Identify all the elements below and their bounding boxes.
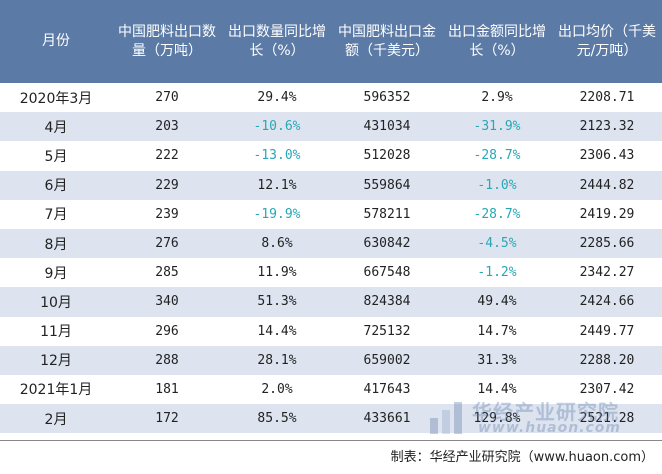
cell-export-value: 725132 (363, 323, 411, 339)
cell-month: 9月 (44, 265, 68, 282)
cell-export-volume: 203 (155, 119, 179, 135)
cell-volume-yoy: 8.6% (261, 236, 293, 252)
cell-avg-price: 2123.32 (579, 119, 635, 135)
cell-volume-yoy: 11.9% (257, 265, 297, 281)
cell-export-volume: 270 (155, 90, 179, 106)
cell-export-value: 417643 (363, 381, 411, 397)
table-row: 9月 285 11.9% 667548 -1.2% 2342.27 (0, 258, 662, 288)
cell-export-value: 667548 (363, 265, 411, 281)
cell-value-yoy: -4.5% (477, 236, 517, 252)
cell-export-volume: 296 (155, 323, 179, 339)
cell-avg-price: 2342.27 (579, 265, 635, 281)
table-row: 6月 229 12.1% 559864 -1.0% 2444.82 (0, 170, 662, 200)
cell-export-value: 578211 (363, 206, 411, 222)
cell-volume-yoy: 29.4% (257, 90, 297, 106)
cell-export-volume: 276 (155, 236, 179, 252)
cell-volume-yoy: 12.1% (257, 177, 297, 193)
cell-volume-yoy: -19.9% (253, 206, 301, 222)
cell-export-volume: 172 (155, 411, 179, 427)
cell-avg-price: 2306.43 (579, 148, 635, 164)
cell-volume-yoy: 2.0% (261, 381, 293, 397)
table-row: 2020年3月 270 29.4% 596352 2.9% 2208.71 (0, 83, 662, 113)
header-value-yoy: 出口金额同比增长（%） (448, 23, 546, 59)
cell-value-yoy: 129.8% (473, 411, 521, 427)
table-row: 11月 296 14.4% 725132 14.7% 2449.77 (0, 316, 662, 346)
header-row: 月份 中国肥料出口数量（万吨） 出口数量同比增长（%） 中国肥料出口金额（千美元… (0, 0, 662, 83)
cell-export-volume: 239 (155, 206, 179, 222)
cell-export-value: 630842 (363, 236, 411, 252)
footer-divider (0, 440, 662, 441)
cell-export-volume: 229 (155, 177, 179, 193)
header-export-volume: 中国肥料出口数量（万吨） (118, 23, 216, 59)
cell-export-volume: 222 (155, 148, 179, 164)
cell-avg-price: 2424.66 (579, 294, 635, 310)
cell-export-value: 433661 (363, 411, 411, 427)
cell-month: 11月 (40, 324, 72, 341)
cell-volume-yoy: 51.3% (257, 294, 297, 310)
cell-value-yoy: -28.7% (473, 206, 521, 222)
cell-value-yoy: 31.3% (477, 352, 517, 368)
cell-avg-price: 2208.71 (579, 90, 635, 106)
table-row: 4月 203 -10.6% 431034 -31.9% 2123.32 (0, 112, 662, 142)
cell-value-yoy: -28.7% (473, 148, 521, 164)
table-row: 8月 276 8.6% 630842 -4.5% 2285.66 (0, 228, 662, 259)
table-row: 5月 222 -13.0% 512028 -28.7% 2306.43 (0, 141, 662, 171)
table-row: 12月 288 28.1% 659002 31.3% 2288.20 (0, 345, 662, 375)
cell-value-yoy: -1.0% (477, 177, 517, 193)
cell-volume-yoy: 28.1% (257, 352, 297, 368)
cell-export-volume: 288 (155, 352, 179, 368)
source-footer: 制表：华经产业研究院（www.huaon.com） (390, 450, 654, 465)
cell-month: 12月 (40, 353, 72, 370)
cell-avg-price: 2444.82 (579, 177, 635, 193)
cell-avg-price: 2449.77 (579, 323, 635, 339)
cell-export-value: 431034 (363, 119, 411, 135)
fertilizer-export-table: 月份 中国肥料出口数量（万吨） 出口数量同比增长（%） 中国肥料出口金额（千美元… (0, 0, 662, 434)
cell-export-value: 824384 (363, 294, 411, 310)
table-row: 7月 239 -19.9% 578211 -28.7% 2419.29 (0, 199, 662, 229)
cell-volume-yoy: 14.4% (257, 323, 297, 339)
cell-export-value: 596352 (363, 90, 411, 106)
header-month: 月份 (42, 33, 70, 49)
cell-value-yoy: 14.7% (477, 323, 517, 339)
cell-month: 10月 (40, 294, 72, 311)
header-export-value: 中国肥料出口金额（千美元） (338, 23, 436, 59)
cell-value-yoy: 2.9% (481, 90, 513, 106)
cell-volume-yoy: -10.6% (253, 119, 301, 135)
cell-volume-yoy: 85.5% (257, 411, 297, 427)
cell-avg-price: 2419.29 (579, 206, 635, 222)
table-row: 2月 172 85.5% 433661 129.8% 2521.28 (0, 404, 662, 434)
cell-value-yoy: -1.2% (477, 265, 517, 281)
cell-avg-price: 2285.66 (579, 236, 635, 252)
cell-month: 8月 (44, 236, 68, 253)
cell-avg-price: 2307.42 (579, 381, 635, 397)
cell-export-value: 512028 (363, 148, 411, 164)
data-table-container: 月份 中国肥料出口数量（万吨） 出口数量同比增长（%） 中国肥料出口金额（千美元… (0, 0, 662, 434)
cell-avg-price: 2288.20 (579, 352, 635, 368)
cell-value-yoy: 49.4% (477, 294, 517, 310)
header-avg-price: 出口均价（千美元/万吨） (558, 23, 656, 59)
cell-month: 2021年1月 (19, 382, 93, 399)
cell-volume-yoy: -13.0% (253, 148, 301, 164)
cell-month: 6月 (44, 178, 68, 195)
table-row: 2021年1月 181 2.0% 417643 14.4% 2307.42 (0, 374, 662, 405)
cell-export-volume: 285 (155, 265, 179, 281)
cell-value-yoy: -31.9% (473, 119, 521, 135)
cell-month: 4月 (44, 119, 68, 136)
cell-export-volume: 181 (155, 381, 179, 397)
table-row: 10月 340 51.3% 824384 49.4% 2424.66 (0, 287, 662, 317)
cell-value-yoy: 14.4% (477, 381, 517, 397)
cell-export-value: 559864 (363, 177, 411, 193)
table-body: 2020年3月 270 29.4% 596352 2.9% 2208.71 4月 203 -10… (0, 83, 662, 434)
cell-avg-price: 2521.28 (579, 411, 635, 427)
cell-export-volume: 340 (155, 294, 179, 310)
cell-month: 2020年3月 (19, 90, 93, 107)
cell-export-value: 659002 (363, 352, 411, 368)
cell-month: 5月 (44, 148, 68, 165)
header-volume-yoy: 出口数量同比增长（%） (228, 23, 326, 59)
cell-month: 2月 (44, 411, 68, 428)
cell-month: 7月 (44, 207, 68, 224)
